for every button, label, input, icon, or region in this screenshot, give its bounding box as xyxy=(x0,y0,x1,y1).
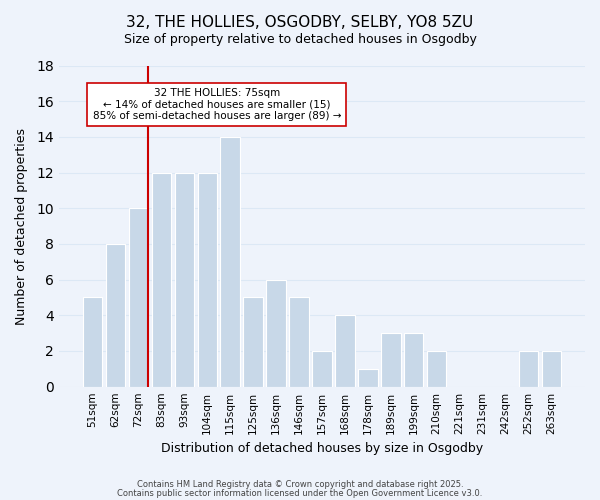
Bar xyxy=(152,172,171,386)
Bar xyxy=(427,351,446,386)
Y-axis label: Number of detached properties: Number of detached properties xyxy=(15,128,28,324)
Text: 32, THE HOLLIES, OSGODBY, SELBY, YO8 5ZU: 32, THE HOLLIES, OSGODBY, SELBY, YO8 5ZU xyxy=(127,15,473,30)
Text: Size of property relative to detached houses in Osgodby: Size of property relative to detached ho… xyxy=(124,32,476,46)
Bar xyxy=(312,351,332,386)
Bar xyxy=(335,316,355,386)
Bar xyxy=(220,137,240,386)
Bar xyxy=(266,280,286,386)
Text: 32 THE HOLLIES: 75sqm
← 14% of detached houses are smaller (15)
85% of semi-deta: 32 THE HOLLIES: 75sqm ← 14% of detached … xyxy=(92,88,341,121)
Text: Contains public sector information licensed under the Open Government Licence v3: Contains public sector information licen… xyxy=(118,489,482,498)
X-axis label: Distribution of detached houses by size in Osgodby: Distribution of detached houses by size … xyxy=(161,442,483,455)
Bar xyxy=(197,172,217,386)
Bar xyxy=(404,333,424,386)
Bar xyxy=(175,172,194,386)
Bar xyxy=(381,333,401,386)
Bar xyxy=(106,244,125,386)
Bar xyxy=(358,369,377,386)
Bar xyxy=(244,298,263,386)
Bar xyxy=(129,208,148,386)
Text: Contains HM Land Registry data © Crown copyright and database right 2025.: Contains HM Land Registry data © Crown c… xyxy=(137,480,463,489)
Bar xyxy=(83,298,103,386)
Bar xyxy=(542,351,561,386)
Bar xyxy=(518,351,538,386)
Bar xyxy=(289,298,309,386)
